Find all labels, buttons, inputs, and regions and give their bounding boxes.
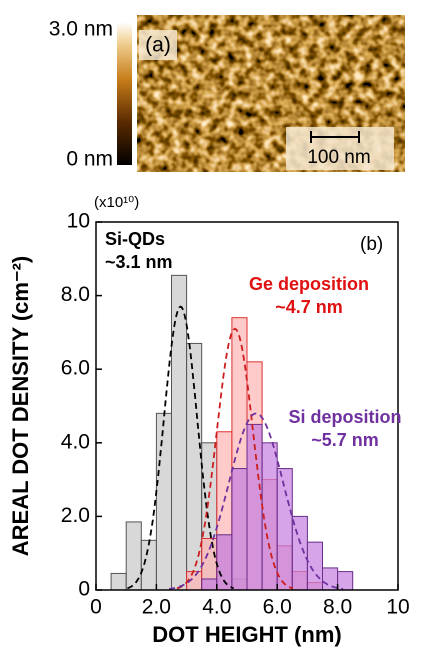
annotation: Ge deposition — [249, 274, 369, 294]
y-tick-label: 10 — [67, 210, 90, 233]
fit-curve — [127, 305, 235, 590]
bar — [125, 521, 142, 591]
annotation: ~5.7 nm — [311, 430, 379, 450]
y-tick-label: 0 — [78, 578, 90, 601]
bar — [155, 412, 172, 591]
scale-bar-box — [286, 127, 394, 170]
label-box — [139, 30, 177, 60]
x-tick-label: 8.0 — [323, 596, 352, 619]
annotation: Si deposition — [288, 407, 401, 427]
x-tick-label: 10 — [386, 596, 409, 619]
x-tick-label: 2.0 — [142, 596, 171, 619]
panel-label-b: (b) — [360, 234, 383, 255]
scale-max: 3.0 nm — [49, 18, 113, 41]
bar — [291, 515, 308, 591]
bar — [337, 571, 354, 591]
bar — [306, 541, 323, 591]
multiplier: (x10¹⁰) — [94, 194, 139, 211]
bar — [276, 468, 293, 591]
bar — [110, 572, 127, 591]
annotation: ~3.1 nm — [105, 252, 173, 272]
scale-min: 0 nm — [66, 148, 113, 171]
bar — [171, 274, 188, 591]
annotation: ~4.7 nm — [275, 297, 343, 317]
x-axis-label: DOT HEIGHT (nm) — [152, 622, 341, 647]
y-axis-label: AREAL DOT DENSITY (cm⁻²) — [8, 256, 33, 557]
annotation: Si-QDs — [105, 229, 165, 249]
bar — [140, 539, 157, 591]
fit-curve — [176, 327, 294, 590]
panel-label-a: (a) — [145, 34, 171, 57]
y-tick-label: 8.0 — [61, 283, 90, 306]
bar — [231, 468, 248, 591]
colorbar — [117, 22, 132, 165]
y-tick-label: 2.0 — [61, 504, 90, 527]
fit-curve — [168, 412, 344, 590]
bar — [201, 578, 218, 591]
plot-frame — [95, 221, 399, 591]
y-tick-label: 6.0 — [61, 357, 90, 380]
scale-bar-label: 100 nm — [307, 147, 370, 168]
x-tick-label: 0 — [90, 596, 102, 619]
x-tick-label: 4.0 — [202, 596, 231, 619]
x-tick-label: 6.0 — [263, 596, 292, 619]
y-tick-label: 4.0 — [61, 430, 90, 453]
